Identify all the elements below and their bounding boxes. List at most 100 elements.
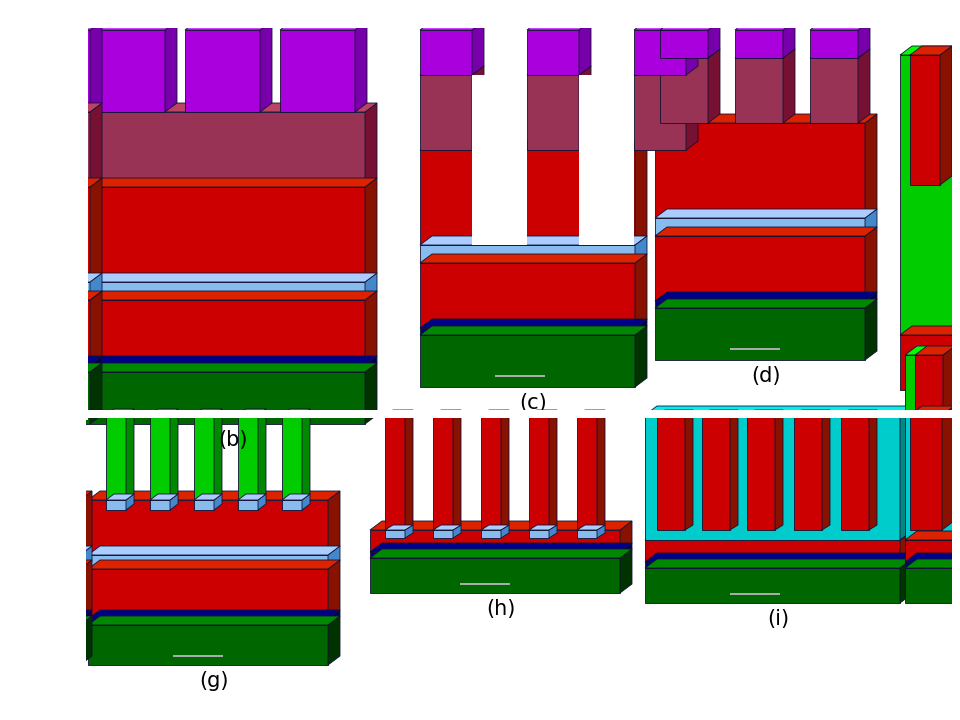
Bar xyxy=(88,569,328,619)
Polygon shape xyxy=(90,21,102,112)
Polygon shape xyxy=(420,326,647,335)
Bar xyxy=(915,355,943,415)
Polygon shape xyxy=(0,291,102,300)
Polygon shape xyxy=(106,494,134,500)
Polygon shape xyxy=(660,21,720,30)
Polygon shape xyxy=(420,236,647,245)
Bar xyxy=(0,625,80,665)
Polygon shape xyxy=(258,409,266,500)
Bar xyxy=(952,0,960,420)
Polygon shape xyxy=(577,410,605,415)
Bar xyxy=(460,583,510,585)
Polygon shape xyxy=(90,363,102,424)
Bar xyxy=(529,530,549,538)
Bar xyxy=(645,568,900,603)
Polygon shape xyxy=(150,494,178,500)
Polygon shape xyxy=(88,610,340,619)
Bar xyxy=(0,282,90,300)
Bar xyxy=(472,75,527,245)
Polygon shape xyxy=(90,291,377,300)
Bar xyxy=(577,415,597,530)
Bar xyxy=(370,530,620,552)
Polygon shape xyxy=(385,525,413,530)
Polygon shape xyxy=(0,178,102,187)
Polygon shape xyxy=(33,495,40,510)
Bar xyxy=(88,500,328,555)
Bar xyxy=(645,562,900,568)
Polygon shape xyxy=(579,66,591,150)
Bar xyxy=(905,562,960,568)
Bar xyxy=(655,308,865,360)
Polygon shape xyxy=(260,21,272,112)
Polygon shape xyxy=(80,491,92,555)
Text: (c): (c) xyxy=(519,393,547,413)
Bar xyxy=(433,415,453,530)
Text: (h): (h) xyxy=(487,599,516,619)
Bar xyxy=(420,150,635,245)
Bar xyxy=(481,415,501,530)
Polygon shape xyxy=(943,346,955,415)
Polygon shape xyxy=(453,410,461,530)
Bar xyxy=(90,372,365,424)
Bar xyxy=(0,555,80,569)
Polygon shape xyxy=(420,319,647,328)
Polygon shape xyxy=(775,410,783,530)
Polygon shape xyxy=(90,273,377,282)
Polygon shape xyxy=(900,559,912,603)
Bar xyxy=(952,335,960,720)
Polygon shape xyxy=(810,49,870,58)
Bar xyxy=(0,112,90,187)
Polygon shape xyxy=(657,410,693,415)
Polygon shape xyxy=(365,103,377,187)
Polygon shape xyxy=(33,410,40,500)
Polygon shape xyxy=(577,525,605,530)
Polygon shape xyxy=(90,356,377,365)
Polygon shape xyxy=(433,410,461,415)
Polygon shape xyxy=(88,560,340,569)
Polygon shape xyxy=(735,49,795,58)
Polygon shape xyxy=(453,525,461,538)
Polygon shape xyxy=(39,495,62,500)
Polygon shape xyxy=(185,21,272,30)
Polygon shape xyxy=(88,546,340,555)
Bar xyxy=(39,500,55,510)
Polygon shape xyxy=(905,346,960,355)
Polygon shape xyxy=(597,525,605,538)
Bar xyxy=(634,30,686,75)
Polygon shape xyxy=(385,410,413,415)
Polygon shape xyxy=(858,49,870,123)
Bar xyxy=(0,569,80,619)
Bar xyxy=(0,187,90,282)
Bar xyxy=(385,530,405,538)
Polygon shape xyxy=(0,546,92,555)
Bar xyxy=(420,75,472,150)
Polygon shape xyxy=(370,549,632,558)
Polygon shape xyxy=(655,227,877,236)
Polygon shape xyxy=(905,406,960,415)
Polygon shape xyxy=(90,363,377,372)
Text: (d): (d) xyxy=(752,366,780,386)
Bar xyxy=(0,619,80,625)
Bar xyxy=(88,625,328,665)
Polygon shape xyxy=(328,560,340,619)
Bar xyxy=(106,415,126,500)
Bar xyxy=(735,30,783,58)
Bar xyxy=(282,415,302,500)
Polygon shape xyxy=(635,326,647,387)
Polygon shape xyxy=(0,363,102,372)
Polygon shape xyxy=(900,553,912,568)
Polygon shape xyxy=(0,616,92,625)
Polygon shape xyxy=(365,178,377,282)
Polygon shape xyxy=(635,319,647,335)
Polygon shape xyxy=(529,410,557,415)
Polygon shape xyxy=(655,299,877,308)
Polygon shape xyxy=(645,531,912,540)
Polygon shape xyxy=(365,273,377,300)
Bar xyxy=(0,300,90,365)
Polygon shape xyxy=(472,66,484,150)
Polygon shape xyxy=(783,21,795,58)
Polygon shape xyxy=(328,616,340,665)
Bar xyxy=(370,552,620,558)
Polygon shape xyxy=(501,410,509,530)
Polygon shape xyxy=(39,410,62,415)
